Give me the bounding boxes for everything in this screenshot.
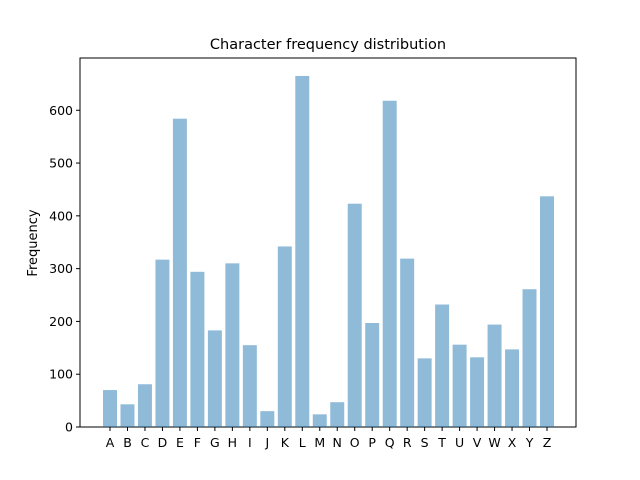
bar-Y	[522, 289, 537, 427]
x-tick-label-U: U	[455, 435, 464, 450]
x-tick-label-R: R	[403, 435, 412, 450]
bar-R	[400, 258, 415, 427]
bar-O	[347, 203, 362, 427]
chart-title: Character frequency distribution	[210, 37, 446, 53]
bar-L	[295, 75, 310, 427]
x-tick-label-J: J	[264, 435, 269, 450]
x-tick-label-A: A	[106, 435, 115, 450]
bar-I	[242, 345, 257, 427]
y-tick-label-0: 0	[65, 420, 73, 435]
x-tick-label-O: O	[350, 435, 360, 450]
x-tick-label-B: B	[123, 435, 132, 450]
x-tick-label-V: V	[473, 435, 482, 450]
bar-N	[330, 402, 345, 427]
y-tick-label-400: 400	[49, 208, 73, 223]
bar-Q	[382, 100, 397, 427]
y-tick-label-200: 200	[49, 314, 73, 329]
bar-J	[260, 411, 275, 427]
x-tick-label-D: D	[158, 435, 168, 450]
bar-F	[190, 271, 205, 427]
bar-G	[207, 330, 222, 427]
bar-Z	[540, 196, 554, 427]
bar-B	[120, 404, 135, 427]
y-axis: 0 100 200 300 400 500 600	[49, 103, 80, 435]
x-tick-label-X: X	[508, 435, 517, 450]
x-tick-label-N: N	[333, 435, 342, 450]
x-tick-label-S: S	[421, 435, 429, 450]
x-tick-label-K: K	[281, 435, 290, 450]
x-tick-label-G: G	[210, 435, 220, 450]
bars-layer	[103, 75, 554, 428]
x-tick-label-I: I	[248, 435, 252, 450]
y-tick-label-600: 600	[49, 103, 73, 118]
axes-frame	[79, 57, 577, 428]
x-tick-label-Y: Y	[525, 435, 534, 450]
bar-V	[470, 357, 485, 427]
x-tick-label-H: H	[228, 435, 237, 450]
plot-area	[79, 57, 577, 428]
bar-H	[225, 263, 240, 427]
bar-M	[312, 414, 327, 427]
y-tick-label-100: 100	[49, 367, 73, 382]
y-tick-label-500: 500	[49, 156, 73, 171]
y-axis-label: Frequency	[26, 209, 41, 276]
bar-X	[505, 349, 520, 427]
x-tick-label-T: T	[437, 435, 446, 450]
x-tick-label-F: F	[194, 435, 201, 450]
bar-T	[435, 304, 450, 427]
bar-P	[365, 323, 380, 427]
bar-S	[417, 358, 432, 427]
bar-A	[103, 390, 117, 427]
x-tick-label-Z: Z	[543, 435, 552, 450]
bar-D	[155, 259, 170, 427]
y-tick-label-300: 300	[49, 261, 73, 276]
x-tick-label-P: P	[368, 435, 376, 450]
bar-K	[277, 246, 292, 427]
x-tick-label-C: C	[141, 435, 150, 450]
x-tick-label-Q: Q	[385, 435, 395, 450]
x-tick-label-M: M	[314, 435, 325, 450]
x-tick-label-E: E	[176, 435, 184, 450]
bar-E	[172, 118, 187, 428]
bar-U	[452, 344, 467, 427]
x-tick-label-L: L	[299, 435, 306, 450]
bar-C	[137, 384, 152, 427]
x-tick-label-W: W	[488, 435, 500, 450]
bar-W	[487, 324, 502, 427]
